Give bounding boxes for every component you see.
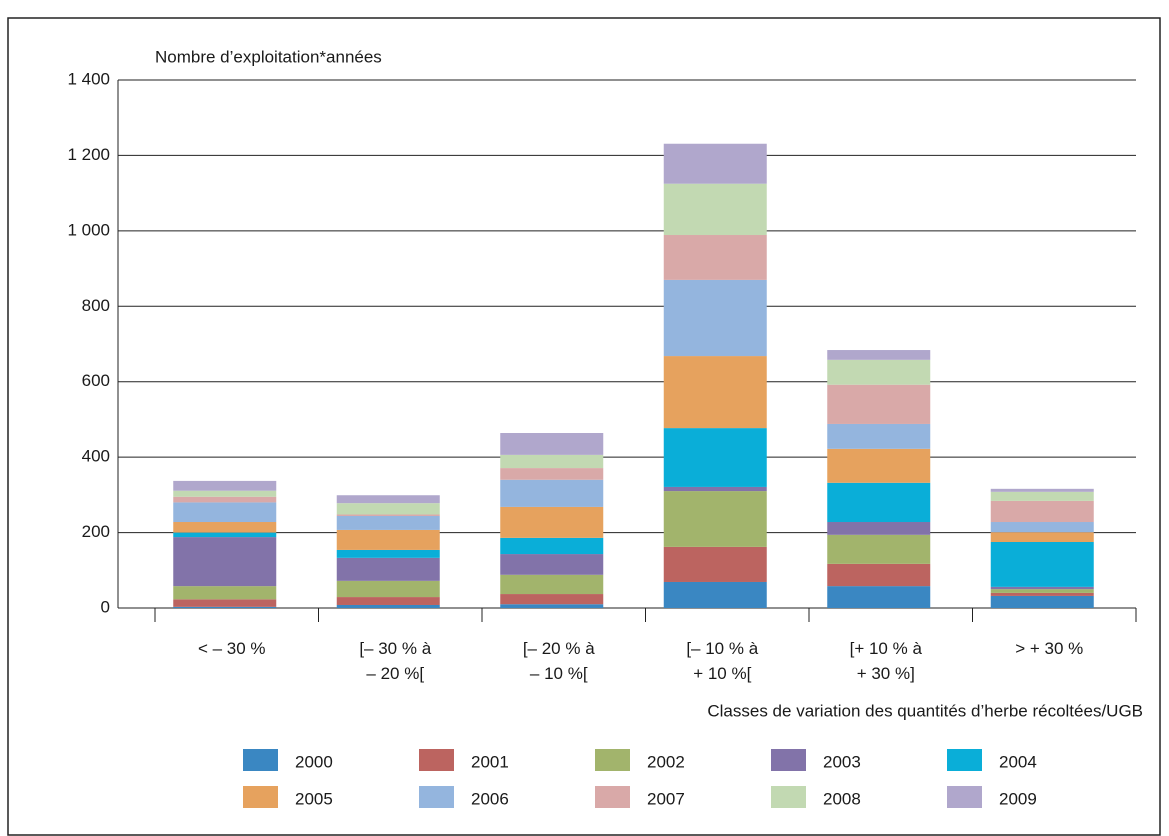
bar-segment bbox=[990, 488, 1094, 492]
bar-segment bbox=[173, 606, 277, 608]
x-tick-label: < – 30 % bbox=[198, 639, 266, 658]
bar-segment bbox=[173, 496, 277, 503]
y-tick-label: 1 400 bbox=[67, 69, 110, 88]
bar-segment bbox=[336, 529, 440, 550]
bar-segment bbox=[336, 604, 440, 608]
bar-segment bbox=[663, 143, 767, 184]
legend-label: 2002 bbox=[647, 752, 685, 771]
bar-segment bbox=[663, 546, 767, 582]
legend-swatch bbox=[243, 786, 278, 808]
legend-swatch bbox=[595, 749, 630, 771]
bar-segment bbox=[827, 423, 931, 449]
legend-label: 2008 bbox=[823, 789, 861, 808]
bar-segment bbox=[663, 279, 767, 357]
bar-segment bbox=[173, 532, 277, 538]
y-tick-label: 800 bbox=[82, 296, 110, 315]
bar-segment bbox=[663, 235, 767, 280]
bar-segment bbox=[500, 468, 604, 480]
bar-segment bbox=[500, 554, 604, 575]
bar-segment bbox=[500, 574, 604, 595]
bar-segment bbox=[336, 597, 440, 605]
bar-segment bbox=[827, 482, 931, 523]
bar-segment bbox=[336, 557, 440, 581]
bar-segment bbox=[827, 350, 931, 360]
bar-segment bbox=[173, 480, 277, 491]
y-tick-label: 1 000 bbox=[67, 220, 110, 239]
x-tick-label: [– 10 % à + 10 %[ bbox=[686, 639, 758, 683]
bar-segment bbox=[500, 433, 604, 455]
legend-label: 2004 bbox=[999, 752, 1037, 771]
bar-segment bbox=[663, 356, 767, 429]
bar-segment bbox=[990, 532, 1094, 542]
bar-segment bbox=[990, 491, 1094, 501]
legend-swatch bbox=[771, 786, 806, 808]
legend-swatch bbox=[947, 786, 982, 808]
legend-label: 2006 bbox=[471, 789, 509, 808]
bar-segment bbox=[336, 515, 440, 530]
y-tick-label: 200 bbox=[82, 522, 110, 541]
legend-swatch bbox=[419, 786, 454, 808]
bar-segment bbox=[827, 586, 931, 608]
y-axis-label: Nombre d’exploitation*années bbox=[155, 47, 382, 66]
y-tick-label: 1 200 bbox=[67, 145, 110, 164]
bar-segment bbox=[990, 595, 1094, 608]
bar-segment bbox=[663, 486, 767, 492]
bar-segment bbox=[990, 500, 1094, 523]
bar-segment bbox=[336, 514, 440, 516]
legend-label: 2000 bbox=[295, 752, 333, 771]
legend-swatch bbox=[243, 749, 278, 771]
bar-segment bbox=[173, 502, 277, 523]
bar-segment bbox=[990, 592, 1094, 596]
bar-segment bbox=[173, 537, 277, 587]
bar-segment bbox=[990, 589, 1094, 593]
bar-segment bbox=[500, 479, 604, 507]
bar-segment bbox=[827, 522, 931, 535]
x-tick-label: [– 30 % à – 20 %[ bbox=[359, 639, 431, 683]
legend-label: 2007 bbox=[647, 789, 685, 808]
bar-segment bbox=[990, 586, 1094, 590]
bar-segment bbox=[663, 428, 767, 487]
bar-segment bbox=[500, 506, 604, 538]
x-axis-label: Classes de variation des quantités d’her… bbox=[707, 701, 1143, 720]
x-tick-label: > + 30 % bbox=[1015, 639, 1083, 658]
frame bbox=[7, 17, 1161, 836]
y-tick-label: 600 bbox=[82, 371, 110, 390]
bar-segment bbox=[827, 448, 931, 483]
x-tick-label: [+ 10 % à + 30 %] bbox=[850, 639, 923, 683]
bar-segment bbox=[336, 580, 440, 598]
bar-segment bbox=[827, 359, 931, 385]
bar-segment bbox=[336, 495, 440, 504]
bar-segment bbox=[173, 522, 277, 533]
y-tick-label: 0 bbox=[101, 597, 110, 616]
legend-label: 2001 bbox=[471, 752, 509, 771]
bar-segment bbox=[500, 454, 604, 469]
y-tick-label: 400 bbox=[82, 447, 110, 466]
bar-segment bbox=[827, 384, 931, 424]
bar-segment bbox=[827, 534, 931, 564]
bar-segment bbox=[990, 522, 1094, 533]
bar-segment bbox=[336, 549, 440, 558]
bar-segment bbox=[500, 604, 604, 608]
legend-label: 2009 bbox=[999, 789, 1037, 808]
legend-label: 2003 bbox=[823, 752, 861, 771]
bar-segment bbox=[336, 503, 440, 515]
bar-segment bbox=[663, 491, 767, 547]
legend-label: 2005 bbox=[295, 789, 333, 808]
bar-segment bbox=[663, 581, 767, 608]
bar-segment bbox=[173, 490, 277, 497]
bar-segment bbox=[173, 586, 277, 600]
bar-segment bbox=[663, 183, 767, 236]
bar-segment bbox=[500, 594, 604, 605]
bar-segment bbox=[990, 542, 1094, 587]
bar-segment bbox=[500, 537, 604, 555]
legend-swatch bbox=[595, 786, 630, 808]
legend-swatch bbox=[419, 749, 454, 771]
x-tick-label: [– 20 % à – 10 %[ bbox=[523, 639, 595, 683]
bar-segment bbox=[827, 563, 931, 587]
bar-segment bbox=[173, 599, 277, 607]
legend-swatch bbox=[771, 749, 806, 771]
legend-swatch bbox=[947, 749, 982, 771]
